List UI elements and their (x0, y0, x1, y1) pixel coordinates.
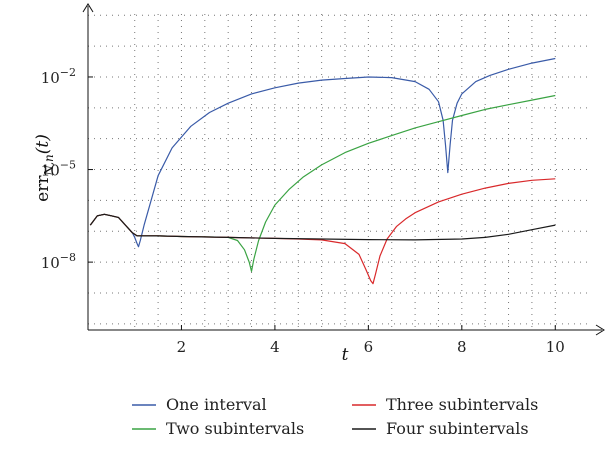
legend-label: One interval (166, 395, 267, 414)
legend-item-two-subintervals: Two subintervals (132, 419, 304, 438)
series-layer (89, 57, 556, 285)
grid (88, 14, 592, 330)
legend-item-one-interval: One interval (132, 395, 267, 414)
y-tick-label: 10−8 (41, 251, 76, 272)
legend-label: Three subintervals (386, 395, 538, 414)
legend-item-three-subintervals: Three subintervals (352, 395, 538, 414)
x-tick-label: 10 (546, 338, 565, 356)
legend-item-four-subintervals: Four subintervals (352, 419, 529, 438)
x-axis-label: t (342, 345, 349, 365)
x-tick-label: 6 (364, 338, 374, 356)
y-axis-label-main: err (33, 175, 53, 202)
x-axis-arrow (595, 324, 605, 336)
legend-label: Two subintervals (166, 419, 304, 438)
y-axis-arrow (82, 3, 94, 13)
svg-text:errN,n(t): errN,n(t) (33, 134, 56, 202)
y-axis-label-sub: N,n (42, 154, 56, 176)
y-tick-label: 10−2 (41, 66, 76, 87)
y-axis-label: errN,n(t) (33, 134, 56, 202)
y-tick-label: 10−5 (41, 159, 76, 180)
ticks: 2 4 6 8 10 10−2 10−5 10−8 (41, 66, 565, 356)
x-tick-label: 8 (457, 338, 467, 356)
series-line-two-subintervals (89, 94, 556, 272)
series-line-four-subintervals (89, 213, 556, 241)
x-tick-label: 4 (270, 338, 280, 356)
axes (82, 3, 605, 336)
legend: One interval Two subintervals Three subint… (132, 395, 538, 438)
x-tick-label: 2 (177, 338, 187, 356)
y-axis-label-arg: (t) (33, 134, 53, 154)
legend-label: Four subintervals (386, 419, 529, 438)
series-line-one-interval (89, 57, 556, 248)
